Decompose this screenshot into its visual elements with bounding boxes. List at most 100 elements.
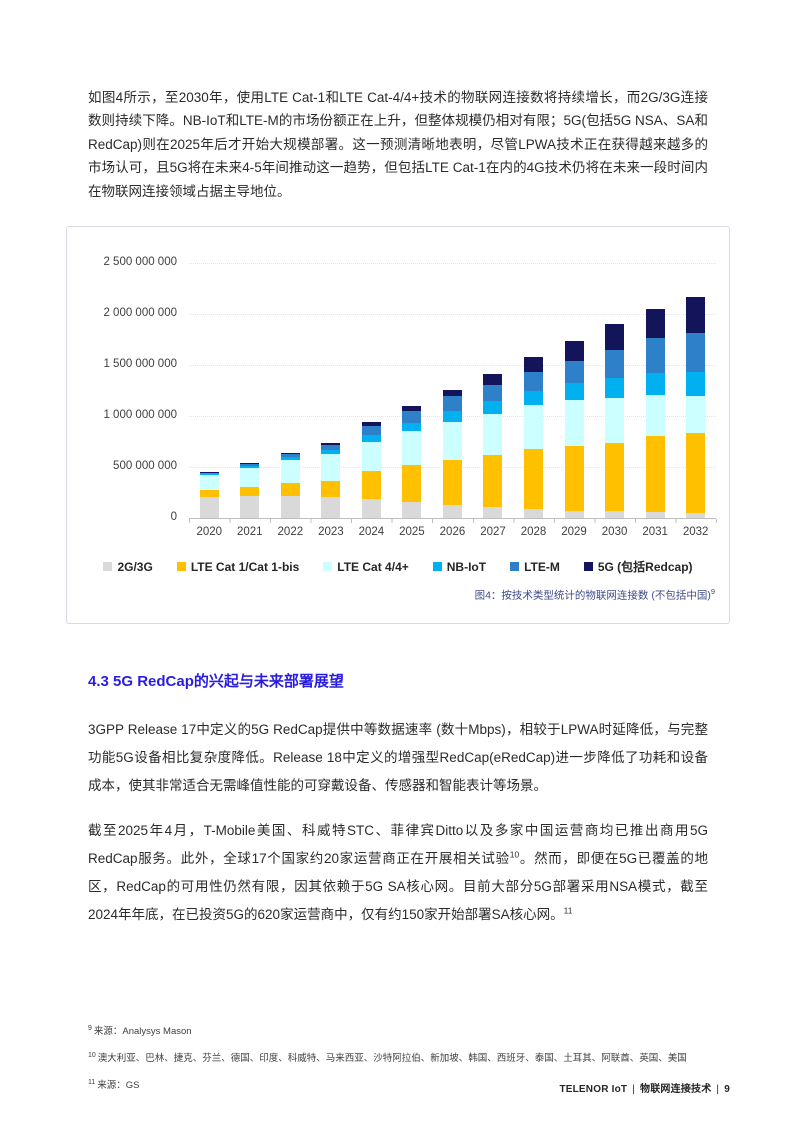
footer-separator: | bbox=[716, 1084, 720, 1095]
bar-segment bbox=[483, 374, 503, 385]
footnote-9-marker: 9 bbox=[88, 1025, 92, 1032]
chart-x-axis-labels: 2020 2021 2022 2023 2024 2025 2026 2027 2028 2029… bbox=[189, 526, 716, 538]
bar-segment bbox=[564, 400, 584, 446]
stacked-bar-2026 bbox=[442, 390, 462, 518]
stacked-bar-2023 bbox=[321, 442, 341, 518]
x-axis-year-label: 2025 bbox=[399, 526, 425, 538]
bar-segment bbox=[442, 421, 462, 460]
bar-segment bbox=[199, 472, 219, 473]
stacked-bar-2027 bbox=[483, 374, 503, 518]
bar-segment bbox=[524, 405, 544, 449]
bar-segment bbox=[483, 401, 503, 414]
y-axis-tick-label: 1 000 000 000 bbox=[103, 409, 177, 421]
footnote-10-marker: 10 bbox=[88, 1052, 96, 1060]
x-axis-year-label: 2029 bbox=[561, 526, 587, 538]
gridline bbox=[189, 365, 716, 366]
bar-segment bbox=[442, 396, 462, 412]
x-axis-year-label: 2030 bbox=[601, 526, 628, 538]
bar-segment bbox=[321, 480, 341, 498]
body-paragraph-1: 3GPP Release 17中定义的5G RedCap提供中等数据速率 (数十… bbox=[88, 722, 708, 793]
bar-segment bbox=[240, 463, 260, 466]
page-footer: TELENOR IoT | 物联网连接技术 | 9 bbox=[559, 1080, 730, 1095]
stacked-bar-2021 bbox=[240, 462, 260, 518]
legend-label: LTE Cat 1/Cat 1-bis bbox=[190, 559, 300, 574]
bar-segment bbox=[321, 497, 341, 518]
bar-segment bbox=[402, 422, 422, 431]
body-paragraph-2-text-b: 。然而，即便在5G已覆盖的地区，RedCap的可用性仍然有限，因其依赖于5G S… bbox=[88, 851, 709, 922]
bar-segment bbox=[321, 445, 341, 450]
bar-segment bbox=[280, 459, 300, 484]
bar-segment bbox=[605, 443, 625, 512]
y-axis-tick-label: 500 000 000 bbox=[113, 460, 177, 472]
bar-segment bbox=[524, 448, 544, 510]
bar-segment bbox=[199, 473, 219, 475]
bar-segment bbox=[240, 465, 260, 468]
bar-segment bbox=[402, 430, 422, 466]
bar-segment bbox=[442, 411, 462, 422]
x-axis-year-label: 2027 bbox=[480, 526, 506, 538]
stacked-bar-2031 bbox=[645, 308, 665, 518]
x-axis-year-label: 2028 bbox=[520, 526, 547, 538]
bar-segment bbox=[402, 465, 422, 502]
bar-segment bbox=[605, 398, 625, 444]
footnote-10: 10 澳大利亚、巴林、捷克、芬兰、德国、印度、科威特、马来西亚、沙特阿拉伯、新加坡… bbox=[88, 1049, 728, 1065]
bar-segment bbox=[564, 341, 584, 362]
bar-segment bbox=[402, 501, 422, 518]
footnote-ref-11: 11 bbox=[563, 905, 573, 916]
chart-x-axis-ticks bbox=[189, 519, 717, 523]
bar-segment bbox=[361, 499, 381, 518]
legend-swatch bbox=[432, 562, 442, 571]
figure-caption-footnote-ref: 9 bbox=[710, 587, 715, 596]
footnote-9-text: 来源：Analysys Mason bbox=[93, 1026, 192, 1038]
bar-segment bbox=[361, 470, 381, 500]
footnote-9: 9 来源：Analysys Mason bbox=[88, 1022, 728, 1038]
chart-legend: 2G/3G LTE Cat 1/Cat 1-bis LTE Cat 4/4+ NB-I… bbox=[77, 558, 719, 575]
legend-label: 2G/3G bbox=[117, 559, 153, 574]
bar-segment bbox=[361, 441, 381, 471]
bar-segment bbox=[564, 361, 584, 384]
bar-segment bbox=[686, 512, 706, 518]
footnote-11: 11 来源：GS bbox=[88, 1076, 728, 1092]
bar-segment bbox=[645, 308, 665, 339]
bar-segment bbox=[524, 356, 544, 373]
x-axis-year-label: 2031 bbox=[642, 526, 668, 538]
bar-segment bbox=[442, 459, 462, 506]
bar-segment bbox=[483, 454, 503, 508]
bar-segment bbox=[402, 411, 422, 423]
stacked-bar-2022 bbox=[280, 452, 300, 518]
legend-swatch bbox=[323, 562, 333, 571]
bar-segment bbox=[361, 434, 381, 442]
legend-swatch bbox=[176, 562, 186, 571]
footnotes: 9 来源：Analysys Mason 10 澳大利亚、巴林、捷克、芬兰、德国、印度… bbox=[88, 1022, 728, 1103]
figure-4-card: 2 500 000 000 2 000 000 000 1 500 000 000 1… bbox=[66, 226, 730, 624]
bar-segment bbox=[524, 509, 544, 518]
bar-segment bbox=[321, 449, 341, 455]
x-axis-year-label: 2023 bbox=[318, 526, 344, 538]
bar-segment bbox=[564, 510, 584, 518]
bar-segment bbox=[605, 511, 625, 518]
stacked-bar-2025 bbox=[402, 405, 422, 518]
x-axis-year-label: 2026 bbox=[439, 526, 466, 538]
gridline bbox=[189, 263, 716, 264]
bar-segment bbox=[645, 373, 665, 395]
bar-segment bbox=[442, 390, 462, 397]
bar-segment bbox=[321, 454, 341, 481]
legend-item: LTE Cat 1/Cat 1-bis bbox=[176, 558, 300, 575]
bar-segment bbox=[199, 489, 219, 498]
bar-segment bbox=[199, 474, 219, 490]
x-axis-year-label: 2022 bbox=[277, 526, 304, 538]
stacked-bar-2030 bbox=[605, 324, 625, 518]
legend-item: LTE-M bbox=[510, 558, 560, 575]
bar-segment bbox=[686, 332, 706, 373]
legend-swatch bbox=[510, 562, 520, 571]
bar-segment bbox=[280, 456, 300, 460]
legend-item: 2G/3G bbox=[103, 558, 153, 575]
footnote-11-marker: 11 bbox=[88, 1079, 96, 1087]
legend-label: LTE Cat 4/4+ bbox=[337, 559, 409, 574]
x-axis-year-label: 2032 bbox=[682, 526, 709, 538]
stacked-bar-2028 bbox=[524, 356, 544, 518]
x-axis-year-label: 2024 bbox=[358, 526, 385, 538]
stacked-bar-2020 bbox=[199, 472, 219, 518]
bar-segment bbox=[645, 395, 665, 436]
